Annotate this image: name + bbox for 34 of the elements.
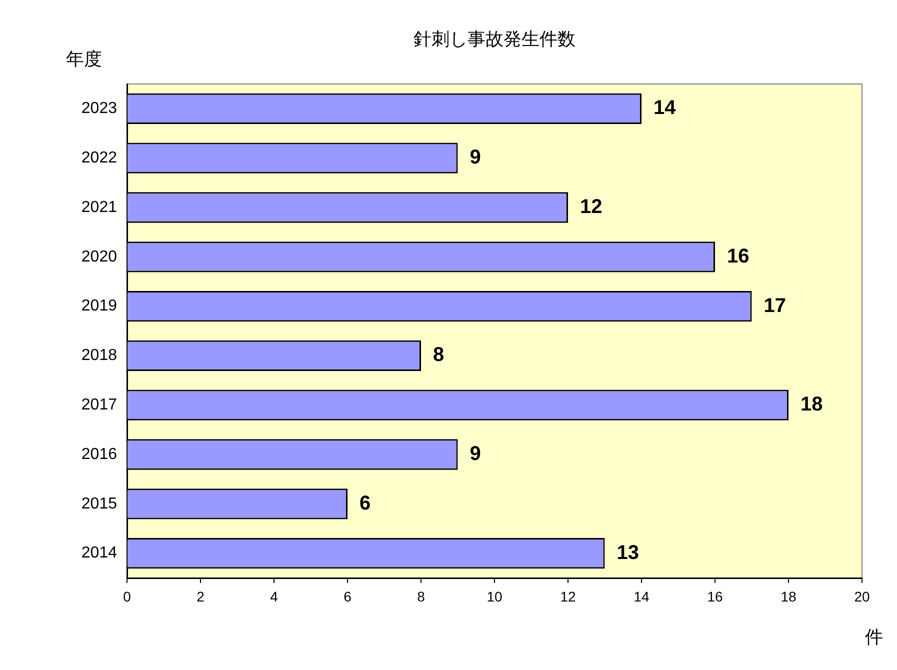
data-label: 9	[470, 146, 481, 169]
x-tick-label: 10	[486, 588, 502, 604]
y-tick-label: 2020	[81, 248, 118, 266]
y-axis-title: 年度	[66, 48, 102, 69]
x-tick-label: 14	[634, 588, 650, 604]
x-tick-label: 12	[560, 588, 576, 604]
x-axis-title: 件	[865, 626, 883, 647]
x-tick-label: 16	[707, 588, 723, 604]
y-tick-label: 2019	[81, 298, 118, 315]
x-tick-label: 20	[854, 588, 870, 604]
x-tick-label: 6	[344, 588, 352, 604]
data-label: 18	[800, 394, 823, 416]
y-tick-label: 2016	[81, 446, 118, 463]
y-tick-label: 2023	[81, 100, 118, 118]
x-tick-label: 2	[196, 588, 205, 604]
y-tick-label: 2018	[81, 347, 118, 364]
data-label: 8	[433, 344, 444, 366]
data-label: 6	[360, 492, 371, 514]
x-tick-label: 8	[417, 588, 426, 604]
y-tick-label: 2017	[81, 396, 118, 414]
data-label: 17	[764, 294, 786, 317]
data-label: 12	[580, 196, 602, 218]
data-label: 9	[470, 443, 481, 466]
chart-title: 針刺し事故発生件数	[414, 28, 576, 49]
data-label: 14	[654, 97, 677, 120]
y-tick-label: 2022	[81, 150, 118, 167]
data-label: 13	[616, 542, 639, 564]
x-tick-label: 0	[123, 588, 132, 604]
y-tick-label: 2015	[81, 495, 118, 512]
y-tick-label: 2014	[81, 544, 118, 562]
y-tick-label: 2021	[81, 198, 118, 216]
x-tick-label: 18	[780, 588, 796, 604]
data-label: 16	[727, 245, 750, 268]
x-tick-label: 4	[270, 588, 278, 604]
